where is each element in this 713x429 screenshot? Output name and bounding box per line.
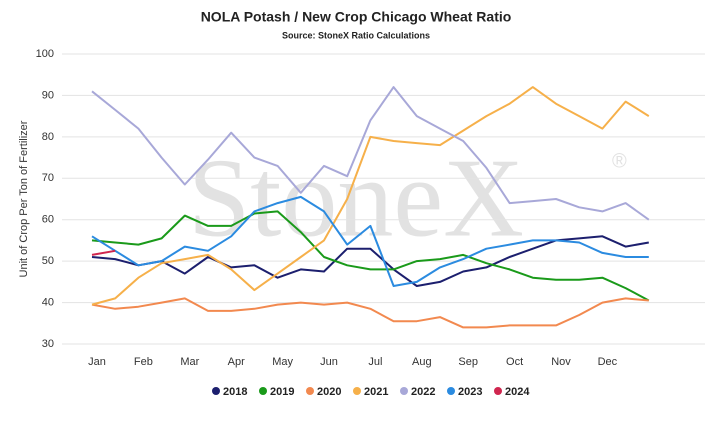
x-tick-label: May [272, 356, 293, 368]
x-tick-label: Jul [368, 356, 382, 368]
legend-marker [259, 387, 267, 395]
series-line [91, 297, 649, 329]
legend-label: 2021 [364, 386, 388, 398]
x-tick-label: Dec [598, 356, 618, 368]
x-tick-label: Mar [180, 356, 199, 368]
y-axis-label: Unit of Crop Per Ton of Fertilizer [18, 120, 30, 277]
legend-label: 2018 [223, 386, 247, 398]
legend-label: 2023 [458, 386, 482, 398]
y-tick-label: 40 [42, 296, 54, 308]
series-line [91, 195, 649, 287]
x-tick-label: Feb [134, 356, 153, 368]
y-tick-label: 30 [42, 338, 54, 350]
x-tick-label: Oct [506, 356, 523, 368]
x-tick-label: Nov [551, 356, 571, 368]
y-tick-label: 60 [42, 214, 54, 226]
watermark-symbol: ® [612, 150, 627, 172]
legend-label: 2019 [270, 386, 294, 398]
series-line [91, 210, 650, 302]
chart-subtitle: Source: StoneX Ratio Calculations [282, 30, 430, 40]
series-line [91, 249, 116, 256]
legend-marker [447, 387, 455, 395]
series-line [91, 86, 650, 221]
legend-marker [400, 387, 408, 395]
legend-label: 2024 [505, 386, 530, 398]
y-tick-label: 70 [42, 172, 54, 184]
legend-marker [306, 387, 314, 395]
y-tick-label: 80 [42, 131, 54, 143]
series-line [91, 86, 650, 306]
x-tick-label: Sep [458, 356, 478, 368]
x-tick-label: Apr [228, 356, 245, 368]
legend-label: 2022 [411, 386, 435, 398]
x-tick-label: Jun [320, 356, 338, 368]
legend-marker [353, 387, 361, 395]
legend-marker [494, 387, 502, 395]
x-tick-label: Jan [88, 356, 106, 368]
legend-label: 2020 [317, 386, 341, 398]
y-tick-label: 50 [42, 255, 54, 267]
chart-title: NOLA Potash / New Crop Chicago Wheat Rat… [201, 9, 512, 25]
legend-marker [212, 387, 220, 395]
y-tick-label: 90 [42, 89, 54, 101]
x-tick-label: Aug [412, 356, 432, 368]
y-tick-label: 100 [36, 48, 54, 60]
